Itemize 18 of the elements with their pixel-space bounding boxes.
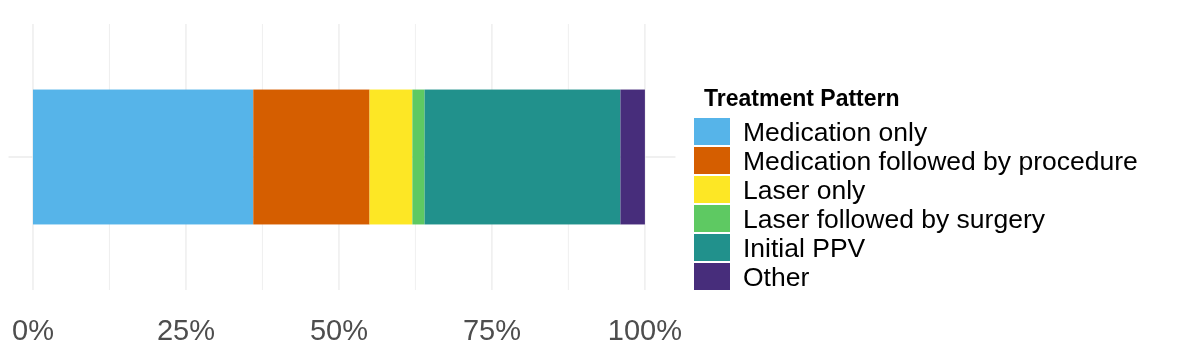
x-tick-label: 75% xyxy=(462,314,521,346)
x-tick-label: 50% xyxy=(309,314,368,346)
legend-label: Laser only xyxy=(743,175,867,205)
legend-label: Other xyxy=(743,262,810,292)
bar xyxy=(412,89,425,225)
x-tick-label: 0% xyxy=(12,314,54,346)
bar xyxy=(369,89,413,225)
bar xyxy=(424,89,621,225)
bar xyxy=(32,89,254,225)
legend-label: Medication only xyxy=(743,117,928,147)
x-tick-label: 100% xyxy=(607,314,682,346)
x-tick-label: 25% xyxy=(156,314,215,346)
legend-label: Medication followed by procedure xyxy=(743,146,1138,176)
legend-title: Treatment Pattern xyxy=(704,85,900,111)
legend-label: Laser followed by surgery xyxy=(743,204,1046,234)
legend-label: Initial PPV xyxy=(743,233,866,263)
bar xyxy=(620,89,645,225)
bar xyxy=(253,89,370,225)
